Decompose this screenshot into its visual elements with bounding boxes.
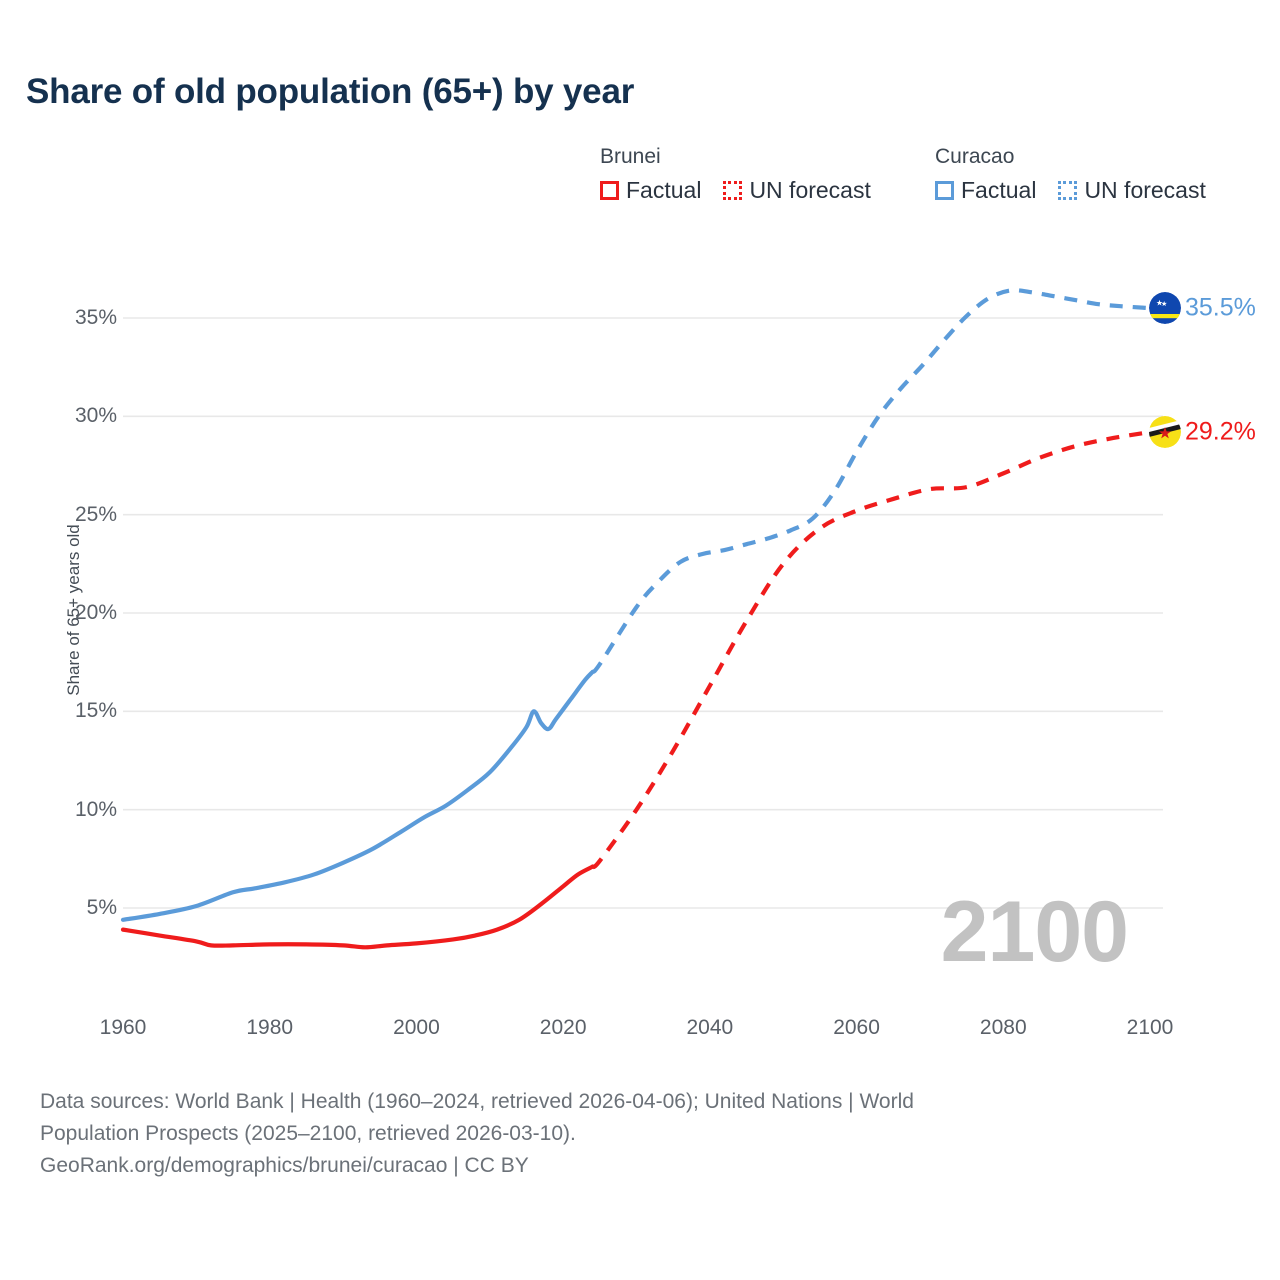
y-axis-tick-label: 20% [74,601,117,624]
legend-group-brunei: Brunei Factual UN forecast [600,145,871,204]
legend-item-label: UN forecast [749,177,871,203]
page-title: Share of old population (65+) by year [26,72,635,111]
legend-country-name: Brunei [600,145,661,168]
curacao-end-value: 35.5% [1185,293,1256,322]
y-axis-tick-label: 5% [86,896,117,919]
dotted-square-outline-icon [1058,181,1078,200]
legend-item-label: UN forecast [1084,177,1206,203]
solid-square-outline-icon [600,181,619,200]
brunei-flag-icon [1149,416,1181,449]
footer-line-2: Population Prospects (2025–2100, retriev… [40,1121,576,1145]
x-axis-tick-label: 1960 [99,1016,147,1039]
dotted-square-outline-icon [723,181,743,200]
x-axis-tick-label: 2100 [1126,1016,1174,1039]
legend-item-brunei-factual[interactable]: Factual [600,177,701,204]
x-axis-tick-label: 2020 [539,1016,587,1039]
legend-country-name: Curacao [935,145,1015,168]
footer-line-3: GeoRank.org/demographics/brunei/curacao … [40,1153,529,1177]
footer-sources: Data sources: World Bank | Health (1960–… [40,1086,1170,1182]
legend-item-curacao-factual[interactable]: Factual [935,177,1036,204]
chart-legend: Brunei Factual UN forecast Curacao Factu… [600,145,1260,220]
footer-line-1: Data sources: World Bank | Health (1960–… [40,1090,914,1113]
solid-square-outline-icon [935,181,954,200]
y-axis-tick-label: 15% [74,699,117,723]
curacao-flag-icon [1149,292,1181,325]
legend-item-label: Factual [961,177,1037,203]
y-axis-tick-label: 30% [74,404,117,428]
x-axis-tick-label: 1980 [246,1016,294,1039]
y-axis-tick-label: 10% [74,797,117,821]
legend-group-curacao: Curacao Factual UN forecast [935,145,1206,204]
legend-item-label: Factual [626,177,702,203]
y-axis-tick-label: 35% [74,306,117,329]
legend-item-brunei-forecast[interactable]: UN forecast [723,177,871,204]
brunei-end-value: 29.2% [1185,417,1256,446]
x-axis-tick-label: 2080 [979,1016,1027,1039]
x-axis-tick-label: 2040 [686,1016,734,1039]
y-axis-tick-label: 25% [74,502,117,526]
x-axis-tick-label: 2000 [393,1016,440,1039]
x-axis-tick-label: 2060 [833,1016,880,1039]
legend-item-curacao-forecast[interactable]: UN forecast [1058,177,1206,204]
year-watermark: 2100 [940,884,1129,980]
